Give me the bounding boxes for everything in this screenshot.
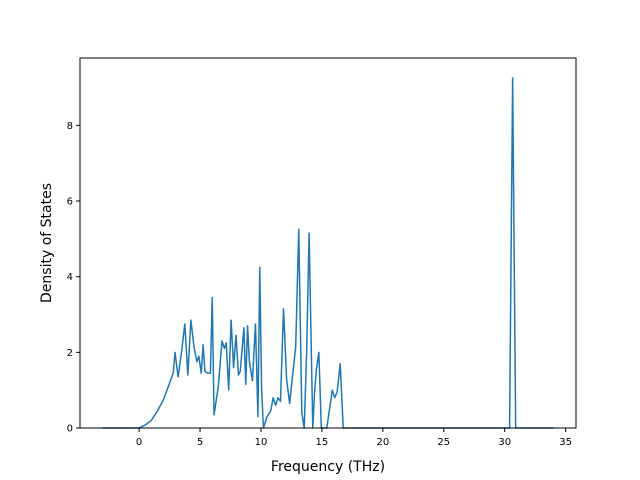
y-tick-label: 6 (67, 197, 73, 208)
x-axis-ticks: 0 5 10 15 20 25 30 35 (136, 428, 572, 448)
x-tick-label: 30 (498, 437, 511, 448)
y-axis-ticks: 0 2 4 6 8 (67, 121, 80, 435)
x-tick-label: 35 (559, 437, 572, 448)
plot-area (102, 77, 554, 429)
x-tick-label: 5 (197, 437, 203, 448)
y-tick-label: 4 (67, 272, 73, 283)
x-tick-label: 20 (376, 437, 389, 448)
x-tick-label: 0 (136, 437, 142, 448)
x-tick-label: 25 (437, 437, 450, 448)
y-axis-label: Density of States (39, 183, 55, 303)
x-tick-label: 10 (255, 437, 268, 448)
y-tick-label: 0 (67, 424, 73, 435)
dos-series-line-0 (102, 77, 554, 429)
y-tick-label: 2 (67, 348, 73, 359)
axes-frame (79, 57, 577, 429)
x-tick-label: 15 (316, 437, 329, 448)
y-tick-label: 8 (67, 121, 73, 132)
x-axis-label: Frequency (THz) (271, 459, 385, 475)
